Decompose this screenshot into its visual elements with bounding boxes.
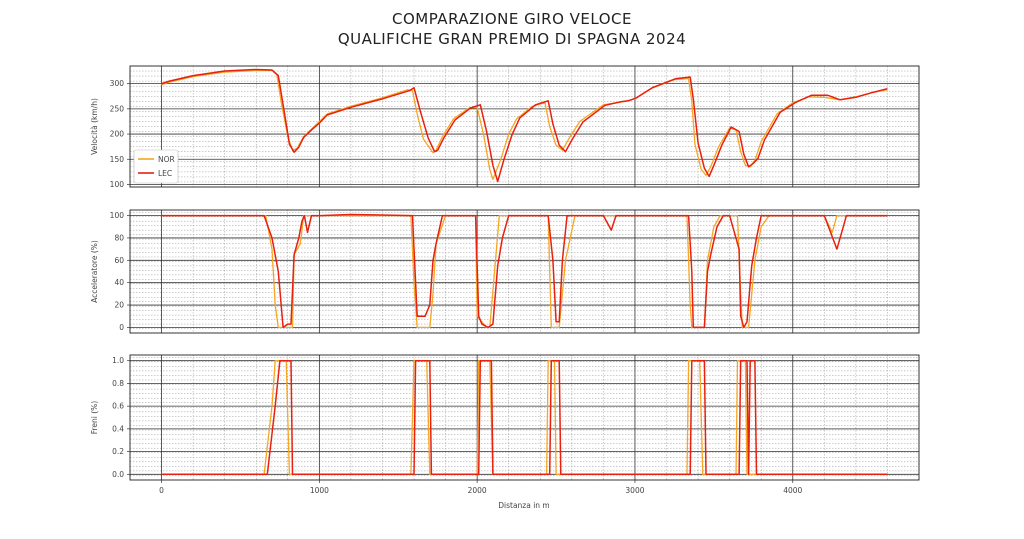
- throttle-panel: 0 20 40 60 80 100 Acceleratore (%): [90, 209, 920, 334]
- speed-ytick-label: 250: [110, 104, 125, 113]
- xtick-label: 2000: [468, 486, 487, 495]
- throttle-ytick-label: 60: [114, 256, 124, 265]
- xtick-label: 1000: [310, 486, 329, 495]
- brake-plot-frame: [129, 354, 920, 481]
- brake-ytick-label: 0.0: [112, 470, 124, 479]
- speed-y-axis-label: Velocità (km/h): [90, 98, 99, 155]
- speed-plot-frame: [129, 65, 920, 188]
- brake-ytick-label: 0.2: [112, 447, 124, 456]
- xtick-label: 4000: [783, 486, 802, 495]
- throttle-ytick-label: 0: [119, 323, 124, 332]
- throttle-plot-frame: [129, 209, 920, 334]
- figure-title-line1: COMPARAZIONE GIRO VELOCE: [392, 10, 632, 28]
- throttle-ytick-label: 80: [114, 233, 124, 242]
- xtick-label: 3000: [625, 486, 644, 495]
- brake-ytick-label: 0.8: [112, 379, 124, 388]
- figure-title-line2: QUALIFICHE GRAN PREMIO DI SPAGNA 2024: [338, 30, 686, 48]
- speed-ytick-label: 150: [110, 155, 125, 164]
- legend: NOR LEC: [133, 149, 179, 184]
- throttle-ytick-label: 100: [110, 211, 125, 220]
- brake-ytick-label: 1.0: [112, 356, 124, 365]
- throttle-y-axis-label: Acceleratore (%): [90, 240, 99, 303]
- speed-ytick-label: 100: [110, 180, 125, 189]
- brake-ytick-label: 0.4: [112, 424, 124, 433]
- legend-label-lec: LEC: [158, 169, 172, 178]
- brake-y-axis-label: Freni (%): [90, 401, 99, 435]
- speed-panel: 100 150 200 250 300 Velocità (km/h) NOR LEC: [90, 65, 920, 189]
- speed-ytick-label: 200: [110, 130, 125, 139]
- brake-panel: 0.0 0.2 0.4 0.6 0.8 1.0 Freni (%) 0 1000 2000 3000…: [90, 354, 920, 495]
- xtick-label: 0: [159, 486, 164, 495]
- speed-series-nor: [161, 69, 888, 181]
- speed-ytick-label: 300: [110, 79, 125, 88]
- brake-ytick-label: 0.6: [112, 402, 124, 411]
- x-axis-label: Distanza in m: [498, 501, 550, 510]
- throttle-ytick-label: 40: [114, 278, 124, 287]
- speed-series-lec: [161, 68, 888, 183]
- legend-label-nor: NOR: [158, 155, 175, 164]
- throttle-series-lec: [161, 213, 888, 329]
- brake-series-lec: [161, 359, 888, 476]
- throttle-ytick-label: 20: [114, 301, 124, 310]
